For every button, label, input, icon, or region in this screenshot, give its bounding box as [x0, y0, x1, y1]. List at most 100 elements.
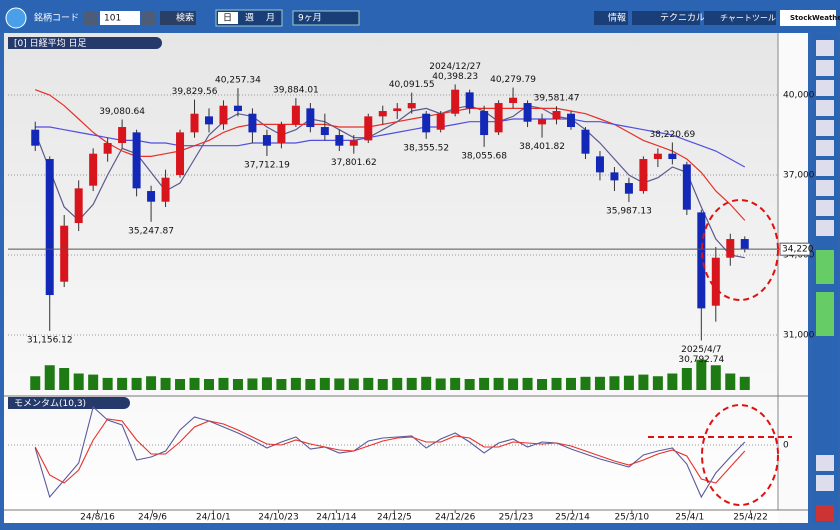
volume-bar: [493, 377, 504, 390]
candle-body: [697, 212, 706, 309]
period[interactable]: 月: [266, 13, 275, 24]
annotation-label: 38,220.69: [649, 130, 695, 140]
tool-button[interactable]: [816, 505, 834, 521]
candle-body: [349, 140, 358, 146]
tool-button[interactable]: [816, 250, 834, 284]
tool-button[interactable]: [816, 100, 834, 116]
candle-body: [248, 113, 257, 133]
candle-body: [451, 89, 460, 114]
annotation-label: 40,279.79: [490, 75, 536, 85]
volume-bar: [232, 379, 243, 390]
tool-button[interactable]: [816, 60, 834, 76]
tool-button[interactable]: [816, 475, 834, 491]
panel-tab: [8, 37, 162, 49]
volume-bar: [334, 378, 345, 390]
candle-body: [219, 105, 228, 125]
volume-bar: [276, 379, 287, 390]
volume-bar: [363, 377, 374, 390]
price-axis-area: [778, 33, 808, 523]
last-price-label: 34,220: [782, 245, 814, 255]
volume-bar: [710, 365, 721, 390]
volume-bar: [30, 376, 41, 390]
x-tick-label: 24/12/5: [377, 513, 412, 523]
x-tick-label: 25/3/10: [614, 513, 649, 523]
tool-button[interactable]: [816, 80, 834, 96]
volume-bar: [522, 377, 533, 390]
tool-button[interactable]: [816, 180, 834, 196]
candle-body: [335, 135, 344, 146]
annotation-label: 35,987.13: [606, 207, 652, 217]
chart-tool: チャートツール: [720, 14, 776, 23]
search-button[interactable]: [160, 11, 196, 25]
logo: [5, 7, 27, 29]
candle-body: [103, 143, 112, 154]
candle-body: [653, 153, 662, 160]
candle-body: [190, 113, 199, 133]
tab-day[interactable]: [218, 12, 238, 24]
chart-title: [0] 日経平均 日足: [14, 37, 86, 49]
tool-button[interactable]: [816, 200, 834, 216]
candle-body: [422, 113, 431, 133]
candle-body: [89, 153, 98, 186]
annotation-date: 2025/4/7: [681, 345, 721, 355]
annotation-label: 39,884.01: [273, 86, 319, 96]
brand-box: [780, 10, 836, 26]
volume-bar: [580, 376, 591, 390]
candle-body: [45, 159, 54, 296]
volume-bar: [406, 377, 417, 390]
x-tick-label: 24/10/1: [196, 513, 231, 523]
candle-body: [233, 105, 242, 112]
candle-body: [523, 103, 532, 122]
volume-bar: [435, 378, 446, 390]
volume-bar: [204, 379, 214, 390]
x-tick-label: 24/12/26: [435, 513, 476, 523]
volume-bar: [652, 376, 663, 390]
momentum-line: [34, 418, 746, 484]
technical-button[interactable]: [632, 11, 700, 25]
tool-button[interactable]: [816, 140, 834, 156]
range-select[interactable]: [292, 10, 360, 26]
dropdown[interactable]: [84, 11, 98, 25]
volume-bar: [146, 376, 157, 390]
volume-bar: [319, 377, 330, 390]
tool-button[interactable]: [816, 220, 834, 236]
volume-bar: [696, 359, 707, 390]
volume-bar: [160, 377, 171, 390]
annotation-label: 40,091.55: [389, 80, 435, 90]
candle-body: [567, 113, 575, 128]
candle-body: [581, 129, 590, 154]
tool-button[interactable]: [816, 455, 834, 471]
candle-body: [393, 108, 402, 112]
volume-bar: [131, 377, 142, 390]
volume-bar: [189, 377, 200, 390]
volume-bar: [667, 373, 678, 390]
x-tick-label: 25/2/14: [555, 513, 590, 523]
volume-bar: [88, 374, 99, 390]
volume-bar: [681, 368, 692, 390]
info-button[interactable]: [594, 11, 628, 25]
volume-bar: [551, 377, 562, 390]
enter-button[interactable]: [142, 11, 156, 25]
code-input[interactable]: [100, 11, 140, 25]
candle-body: [320, 127, 329, 136]
code: 101: [104, 14, 121, 24]
momentum-title: モメンタム(10,3): [14, 398, 86, 409]
candle-body: [509, 97, 518, 104]
tool-button[interactable]: [816, 292, 834, 336]
x-tick-label: 24/11/14: [316, 513, 357, 523]
tool-button[interactable]: [816, 160, 834, 176]
tool-button[interactable]: [816, 120, 834, 136]
period[interactable]: 週: [245, 13, 254, 24]
chart-tool-button[interactable]: [704, 11, 776, 25]
volume-bar: [59, 368, 70, 390]
moving-average-line: [34, 89, 746, 221]
tool-button[interactable]: [816, 40, 834, 56]
candle-body: [740, 239, 749, 250]
volume-bar: [290, 377, 301, 390]
info: 情報: [608, 12, 626, 24]
candle-body: [306, 108, 315, 128]
y-tick-label: 40,000: [783, 91, 815, 101]
x-tick-label: 24/9/6: [138, 513, 167, 523]
volume-bar: [479, 377, 490, 390]
candle-body: [480, 111, 489, 136]
